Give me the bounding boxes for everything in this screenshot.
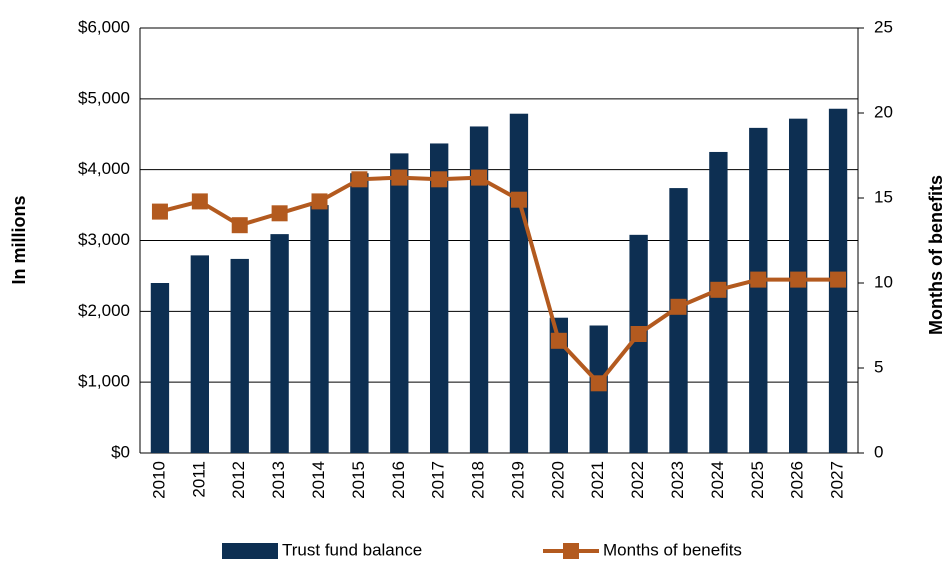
y2-tick-label: 25: [874, 17, 893, 36]
x-tick-label: 2016: [389, 461, 408, 499]
marker: [750, 271, 767, 288]
x-tick-label: 2013: [269, 461, 288, 499]
y-tick-label: $2,000: [78, 301, 130, 320]
x-tick-label: 2015: [349, 461, 368, 499]
y-tick-label: $0: [111, 442, 130, 461]
marker: [311, 193, 328, 210]
x-tick-label: 2020: [548, 461, 567, 499]
y2-axis-title: Months of benefits: [926, 175, 946, 335]
marker: [670, 298, 687, 315]
marker: [471, 169, 488, 186]
x-tick-label: 2025: [748, 461, 767, 499]
marker: [191, 193, 208, 210]
marker: [431, 171, 448, 188]
bar: [270, 234, 289, 453]
marker: [550, 332, 567, 349]
bar: [669, 188, 688, 454]
line: [159, 175, 839, 387]
bar: [190, 255, 210, 453]
bar: [549, 317, 569, 453]
x-tick-label: 2023: [668, 461, 687, 499]
legend-label: Trust fund balance: [282, 540, 422, 559]
bar: [709, 151, 728, 454]
x-tick-label: 2012: [229, 461, 248, 499]
y2-tick-label: 20: [874, 102, 893, 121]
bar: [629, 234, 648, 453]
bar: [509, 113, 529, 453]
y-axis-title: In millions: [9, 195, 29, 284]
y2-tick-label: 0: [874, 442, 883, 461]
x-tick-label: 2011: [189, 461, 208, 498]
x-tick-label: 2019: [508, 461, 527, 499]
marker: [790, 271, 807, 288]
marker: [391, 169, 408, 186]
x-tick-label: 2014: [309, 461, 328, 499]
bar: [469, 126, 489, 453]
marker: [510, 191, 527, 208]
marker: [151, 203, 168, 220]
y-tick-label: $1,000: [78, 372, 130, 391]
marker: [271, 205, 288, 222]
x-tick-label: 2022: [628, 461, 647, 499]
marker: [351, 171, 368, 188]
x-tick-label: 2024: [708, 461, 727, 499]
bar: [390, 153, 409, 453]
bar: [749, 127, 768, 453]
y-tick-label: $5,000: [78, 88, 130, 107]
bar: [150, 283, 170, 453]
y-tick-label: $3,000: [78, 230, 130, 249]
marker: [830, 271, 847, 288]
marker: [231, 217, 248, 234]
legend-label: Months of benefits: [603, 540, 742, 559]
bar: [310, 205, 329, 453]
x-tick-label: 2010: [149, 461, 168, 499]
x-tick-label: 2026: [788, 461, 807, 499]
x-tick-label: 2027: [828, 461, 847, 499]
y2-tick-label: 10: [874, 272, 893, 291]
y2-tick-label: 15: [874, 187, 893, 206]
legend-swatch: [563, 543, 579, 559]
marker: [630, 326, 647, 342]
marker: [710, 281, 727, 298]
x-tick-label: 2018: [469, 461, 488, 499]
bar: [429, 143, 449, 454]
bar: [350, 173, 369, 454]
marker: [590, 375, 607, 392]
legend-swatch: [222, 543, 278, 559]
x-tick-label: 2021: [588, 461, 607, 499]
y2-tick-label: 5: [874, 357, 883, 376]
y-tick-label: $4,000: [78, 159, 130, 178]
bar: [230, 258, 249, 453]
x-tick-label: 2017: [429, 461, 448, 499]
y-tick-label: $6,000: [78, 17, 130, 36]
